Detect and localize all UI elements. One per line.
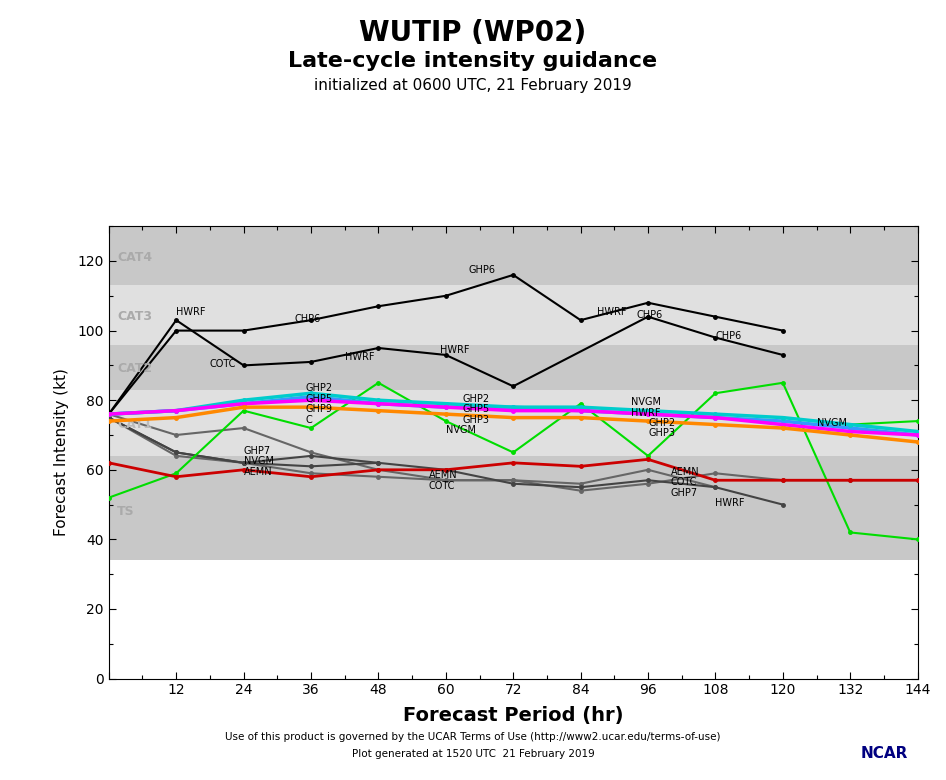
Text: WUTIP (WP02): WUTIP (WP02) <box>359 20 587 48</box>
Text: CHP6: CHP6 <box>715 331 742 341</box>
Text: COTC: COTC <box>210 359 236 369</box>
Text: NVGM: NVGM <box>244 456 273 466</box>
Text: initialized at 0600 UTC, 21 February 2019: initialized at 0600 UTC, 21 February 201… <box>314 78 632 93</box>
Text: HWRF: HWRF <box>631 408 660 417</box>
Text: Late-cycle intensity guidance: Late-cycle intensity guidance <box>289 51 657 71</box>
Text: NVGM: NVGM <box>446 425 476 435</box>
Text: C: C <box>306 414 312 424</box>
Text: CAT4: CAT4 <box>117 251 152 264</box>
Text: GHP6: GHP6 <box>468 265 496 275</box>
Text: Plot generated at 1520 UTC  21 February 2019: Plot generated at 1520 UTC 21 February 2… <box>352 749 594 759</box>
Text: CAT2: CAT2 <box>117 363 152 375</box>
Text: GHP7: GHP7 <box>244 446 271 456</box>
Text: NCAR: NCAR <box>861 746 908 760</box>
Text: GHP3: GHP3 <box>463 414 490 424</box>
Text: GHP3: GHP3 <box>648 428 675 438</box>
Text: HWRF: HWRF <box>598 307 627 317</box>
Text: AEMN: AEMN <box>429 470 458 480</box>
Text: NVGM: NVGM <box>816 418 847 428</box>
X-axis label: Forecast Period (hr): Forecast Period (hr) <box>403 706 623 725</box>
Text: GHP7: GHP7 <box>671 488 697 498</box>
Text: GHP2: GHP2 <box>306 383 332 393</box>
Bar <box>109 285 918 345</box>
Bar <box>109 456 918 560</box>
Text: AEMN: AEMN <box>671 466 699 477</box>
Text: COTC: COTC <box>671 477 697 488</box>
Text: HWRF: HWRF <box>715 498 745 508</box>
Text: HWRF: HWRF <box>176 307 205 317</box>
Text: TS: TS <box>117 505 135 518</box>
Text: CHP6: CHP6 <box>294 314 321 324</box>
Text: AEMN: AEMN <box>244 466 272 477</box>
Text: GHP5: GHP5 <box>306 394 332 404</box>
Text: NVGM: NVGM <box>631 397 661 407</box>
Bar <box>109 560 918 679</box>
Text: COTC: COTC <box>429 480 455 491</box>
Text: CAT3: CAT3 <box>117 310 152 323</box>
Text: HWRF: HWRF <box>440 345 469 355</box>
Text: GHP9: GHP9 <box>306 404 332 414</box>
Bar <box>109 226 918 285</box>
Bar <box>109 345 918 390</box>
Text: CHP6: CHP6 <box>637 310 663 320</box>
Text: HWRF: HWRF <box>344 352 375 362</box>
Text: GHP2: GHP2 <box>648 418 675 428</box>
Text: Use of this product is governed by the UCAR Terms of Use (http://www2.ucar.edu/t: Use of this product is governed by the U… <box>225 732 721 742</box>
Text: GHP5: GHP5 <box>463 404 490 414</box>
Bar <box>109 390 918 456</box>
Text: CAT1: CAT1 <box>117 418 152 431</box>
Text: GHP2: GHP2 <box>463 394 490 404</box>
Y-axis label: Forecast Intensity (kt): Forecast Intensity (kt) <box>54 368 69 537</box>
